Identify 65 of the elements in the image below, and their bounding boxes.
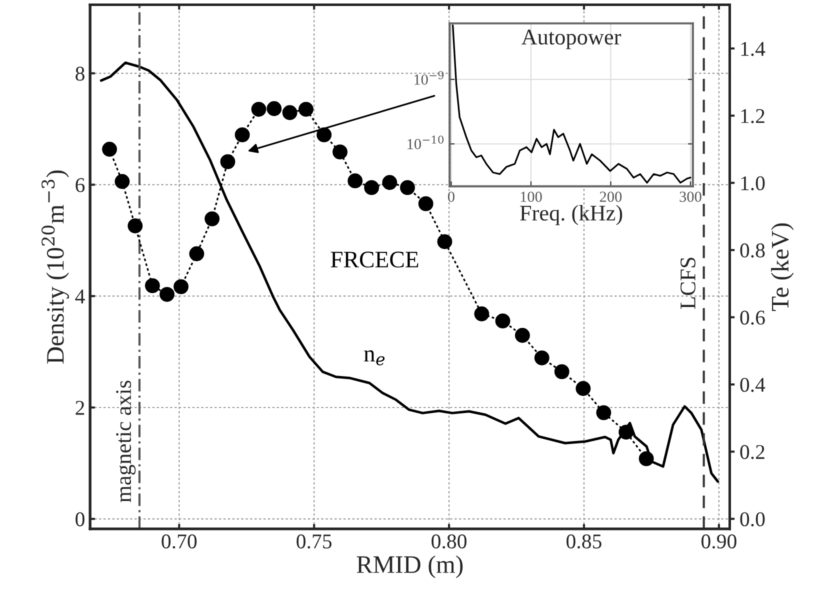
y2-tick-label: 0.0 <box>740 512 765 526</box>
point <box>160 286 174 302</box>
point <box>144 278 160 294</box>
chart-title: Autopower <box>521 30 622 50</box>
point <box>554 364 570 380</box>
series-label: n$_{e}$ <box>364 350 385 366</box>
point <box>514 328 530 343</box>
point <box>204 211 220 226</box>
x-tick-label: 0.85 <box>566 534 602 549</box>
point <box>174 279 189 294</box>
point <box>102 142 117 157</box>
ref-line-label: magnetic axis <box>116 380 136 502</box>
point <box>474 306 490 322</box>
y2-axis-title: Te (keV) <box>771 223 794 311</box>
point <box>596 405 612 420</box>
x-tick-label: 100 <box>520 192 542 202</box>
point <box>234 127 250 142</box>
y-tick-label: 2 <box>76 400 84 415</box>
x-tick-label: 0.75 <box>296 534 332 549</box>
x-tick-label: 0.80 <box>432 534 466 549</box>
y2-tick-label: 1.0 <box>741 176 765 190</box>
point <box>534 350 550 366</box>
x-tick-label: 0 <box>448 192 454 202</box>
series-label: FRCECE <box>330 252 418 268</box>
point <box>437 234 452 250</box>
y-tick-label: 10$^{−9}$ <box>414 71 444 85</box>
point <box>576 381 591 396</box>
y-axis-title: Density (10$^{20}$m$^{−3}$) <box>42 170 69 364</box>
x-tick-label: 300 <box>680 192 702 202</box>
ref-line-label: LCFS <box>680 258 696 309</box>
point <box>266 101 282 116</box>
y2-tick-label: 0.8 <box>740 243 765 258</box>
point <box>282 105 298 120</box>
y-tick-label: 0 <box>76 512 84 526</box>
point <box>251 102 266 117</box>
point <box>189 246 204 262</box>
y-tick-label: 8 <box>76 66 84 81</box>
point <box>220 154 236 170</box>
y-tick-label: 4 <box>75 290 85 304</box>
point <box>618 424 634 440</box>
point <box>332 144 348 160</box>
point <box>298 102 314 117</box>
y2-tick-label: 0.2 <box>740 445 764 460</box>
y2-tick-label: 1.4 <box>741 42 766 56</box>
point <box>348 173 363 188</box>
x-axis-title: Freq. (kHz) <box>520 205 622 226</box>
y-tick-label: 6 <box>76 178 85 192</box>
x-tick-label: 200 <box>600 192 622 202</box>
x-axis-title: RMID (m) <box>356 555 463 578</box>
y-tick-label: 10$^{−10}$ <box>408 136 444 150</box>
point <box>382 175 398 190</box>
y2-tick-label: 0.6 <box>740 310 765 325</box>
point <box>638 451 654 466</box>
point <box>400 180 415 196</box>
point <box>364 180 380 196</box>
point <box>418 196 434 212</box>
x-tick-label: 0.90 <box>702 534 736 549</box>
y2-tick-label: 0.4 <box>740 378 766 392</box>
point <box>316 127 332 142</box>
y2-tick-label: 1.2 <box>741 109 764 124</box>
point <box>114 174 130 189</box>
x-tick-label: 0.70 <box>162 534 197 549</box>
line-series <box>452 24 692 184</box>
point <box>128 218 143 234</box>
point <box>495 313 510 328</box>
